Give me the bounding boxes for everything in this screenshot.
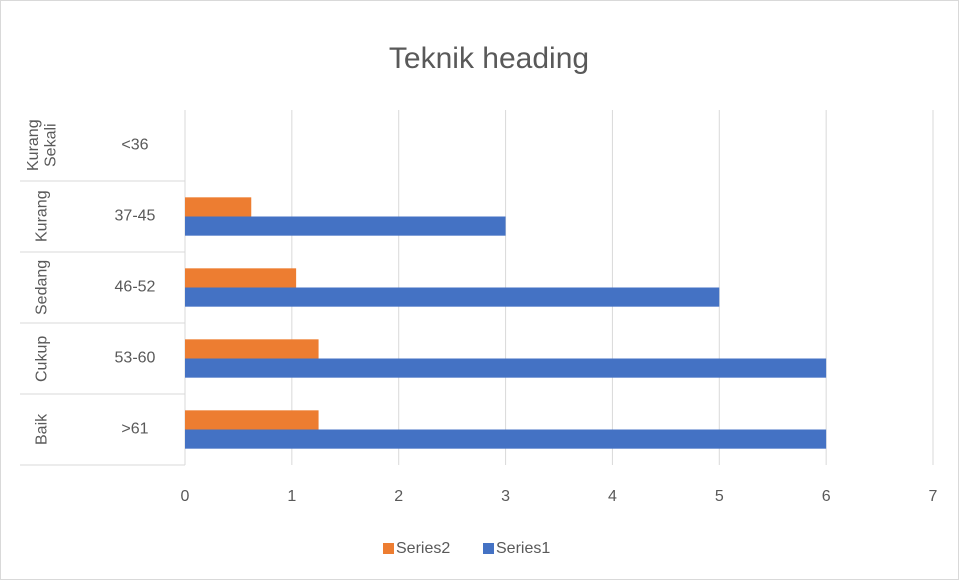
legend-label: Series1	[496, 540, 550, 557]
x-tick-label: 2	[394, 488, 403, 505]
category-group-box: Kurang	[33, 190, 51, 243]
category-group-label: Cukup	[33, 335, 51, 382]
category-group-box: Kurang Sekali	[24, 119, 60, 172]
bar	[185, 287, 720, 307]
x-tick-label: 7	[929, 488, 938, 505]
bar	[185, 216, 506, 236]
chart-title: Teknik heading	[389, 42, 589, 75]
x-tick-label: 0	[181, 488, 190, 505]
category-group-label: Baik	[33, 413, 51, 446]
category-group-label: Kurang	[33, 190, 51, 243]
bar	[185, 429, 827, 449]
category-group-label: Kurang Sekali	[24, 119, 60, 172]
legend-swatch	[483, 543, 494, 554]
y-tick-label: 46-52	[115, 279, 156, 296]
x-tick-label: 6	[822, 488, 831, 505]
bar	[185, 197, 252, 217]
x-tick-label: 5	[715, 488, 724, 505]
x-tick-label: 4	[608, 488, 617, 505]
legend-label: Series2	[396, 540, 450, 557]
x-tick-label: 3	[501, 488, 510, 505]
category-group-box: Baik	[33, 413, 51, 446]
bar	[185, 358, 827, 378]
category-group-box: Cukup	[33, 335, 51, 382]
category-group-box: Sedang	[33, 259, 51, 316]
y-tick-label: 53-60	[115, 350, 156, 367]
y-tick-label: >61	[121, 421, 148, 438]
bar	[185, 410, 319, 430]
y-tick-label: <36	[121, 137, 148, 154]
x-tick-label: 1	[287, 488, 296, 505]
legend-swatch	[383, 543, 394, 554]
y-tick-label: 37-45	[115, 208, 156, 225]
bar	[185, 268, 297, 288]
bar	[185, 339, 319, 359]
category-group-label: Sedang	[33, 259, 51, 316]
